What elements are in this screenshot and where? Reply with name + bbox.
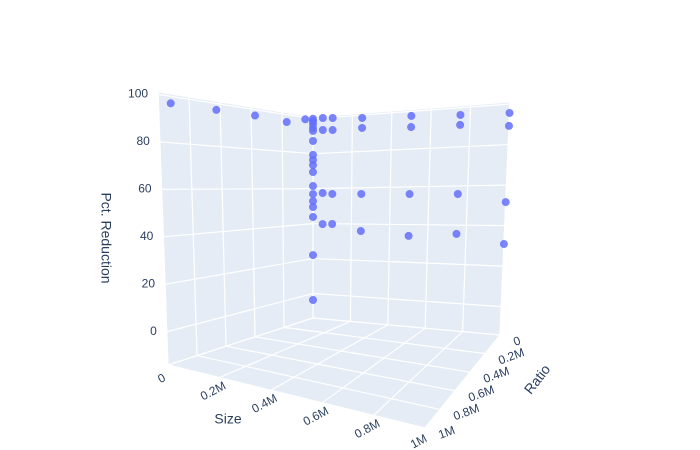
point bbox=[357, 189, 366, 198]
grid-line bbox=[166, 292, 314, 333]
point bbox=[356, 227, 365, 236]
grid-line bbox=[161, 188, 314, 190]
grid-line bbox=[157, 91, 169, 366]
grid-line bbox=[250, 106, 256, 337]
point bbox=[499, 240, 508, 249]
point bbox=[309, 136, 317, 145]
grid-line bbox=[196, 355, 441, 410]
point bbox=[166, 99, 175, 108]
grid-line bbox=[499, 101, 511, 336]
grid-line bbox=[312, 292, 502, 308]
grid-line bbox=[312, 317, 501, 336]
y-tick-label: 0.8M bbox=[451, 401, 481, 423]
grid-line bbox=[462, 104, 472, 332]
point bbox=[405, 190, 414, 199]
point bbox=[407, 111, 416, 120]
z-tick-label: 0 bbox=[150, 324, 157, 338]
scene bbox=[157, 91, 511, 429]
point bbox=[318, 189, 327, 198]
z-tick-label: 40 bbox=[140, 229, 154, 243]
z-axis-title: Pct. Reduction bbox=[98, 192, 114, 283]
grid-line bbox=[254, 336, 471, 373]
x-tick-label: 0.8M bbox=[352, 416, 382, 441]
point bbox=[309, 197, 317, 206]
back-left-wall bbox=[157, 91, 314, 366]
point bbox=[301, 115, 310, 124]
x-tick-label: 1M bbox=[408, 431, 429, 450]
grid-line bbox=[424, 107, 432, 329]
point bbox=[456, 120, 465, 129]
y-tick-label: 0.2M bbox=[496, 345, 526, 367]
grid-line bbox=[167, 364, 426, 429]
point bbox=[452, 229, 461, 238]
y-axis-title: Ratio bbox=[521, 361, 554, 397]
point bbox=[358, 123, 367, 132]
point bbox=[309, 126, 317, 135]
point bbox=[453, 189, 462, 198]
point bbox=[309, 190, 317, 199]
point bbox=[212, 105, 221, 114]
point bbox=[328, 219, 337, 228]
point bbox=[407, 123, 416, 132]
grid-line bbox=[159, 141, 314, 155]
point bbox=[358, 113, 367, 122]
x-tick-label: 0.4M bbox=[249, 391, 279, 416]
point bbox=[309, 182, 317, 191]
grid-line bbox=[219, 320, 351, 379]
z-tick-label: 20 bbox=[142, 276, 156, 290]
point bbox=[318, 220, 327, 229]
z-tick-label: 60 bbox=[138, 182, 152, 196]
point bbox=[309, 161, 317, 170]
point bbox=[318, 114, 327, 123]
grid-line bbox=[157, 93, 314, 120]
grid-line bbox=[312, 257, 503, 267]
z-tick-label: 80 bbox=[136, 134, 150, 148]
grid-line bbox=[270, 324, 389, 391]
grid-line bbox=[225, 345, 456, 392]
grid-line bbox=[219, 101, 227, 347]
x-tick-label: 0 bbox=[155, 370, 168, 386]
z-tick-label: 100 bbox=[128, 87, 148, 101]
point bbox=[282, 118, 291, 127]
y-tick-label: 0.6M bbox=[466, 382, 496, 404]
point bbox=[504, 121, 513, 130]
grid-line bbox=[321, 327, 426, 404]
grid-line bbox=[283, 326, 486, 355]
grid-line bbox=[387, 110, 393, 325]
point bbox=[501, 198, 510, 207]
grid-line bbox=[373, 331, 464, 416]
point bbox=[318, 125, 327, 134]
grid-line bbox=[312, 223, 505, 227]
grid-line bbox=[312, 143, 509, 155]
point bbox=[404, 231, 413, 240]
point bbox=[309, 251, 317, 260]
grid-line bbox=[312, 184, 507, 190]
point bbox=[328, 189, 337, 198]
x-axis-title: Size bbox=[214, 411, 241, 427]
grid-line bbox=[188, 96, 198, 356]
point bbox=[309, 212, 317, 221]
point bbox=[309, 203, 317, 212]
grid-line bbox=[163, 223, 314, 238]
y-tick-label: 0 bbox=[511, 333, 522, 349]
y-tick-label: 1M bbox=[436, 423, 456, 442]
grid-line bbox=[167, 317, 314, 366]
point bbox=[328, 126, 337, 135]
grid-line bbox=[424, 334, 501, 429]
x-tick-label: 0.2M bbox=[198, 378, 228, 403]
y-tick-label: 0.4M bbox=[481, 364, 511, 386]
point bbox=[505, 108, 514, 117]
grid-line bbox=[164, 257, 314, 285]
grid-line bbox=[281, 111, 285, 328]
point bbox=[309, 295, 317, 304]
x-tick-label: 0.6M bbox=[301, 404, 331, 429]
point bbox=[309, 168, 317, 177]
grid-line bbox=[349, 113, 353, 322]
point bbox=[251, 111, 260, 120]
point bbox=[456, 110, 465, 119]
grid-line bbox=[312, 103, 510, 120]
point bbox=[328, 113, 337, 122]
